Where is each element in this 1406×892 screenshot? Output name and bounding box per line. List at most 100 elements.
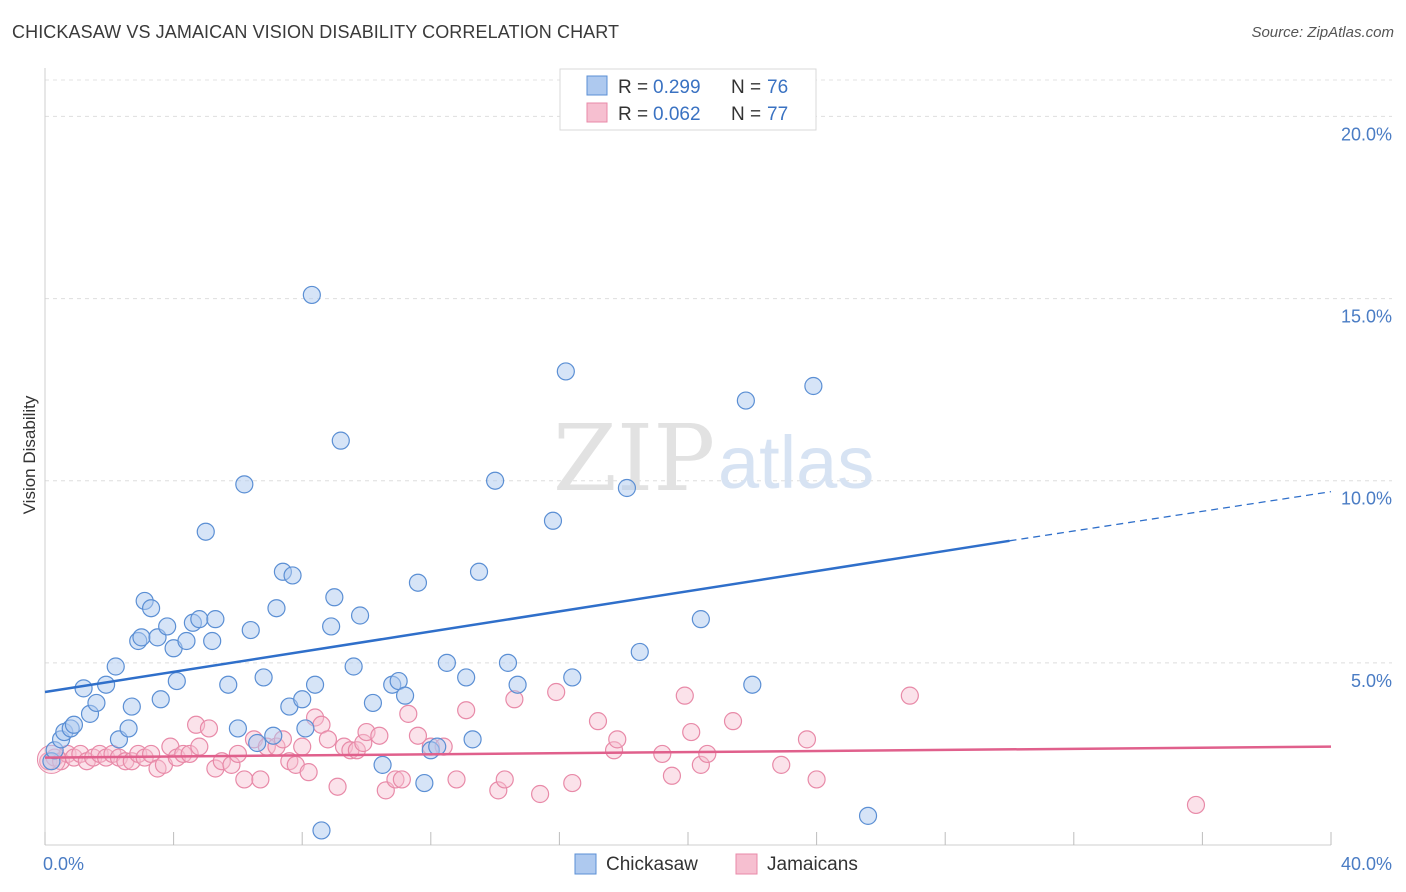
point-chickasaw [235,475,254,494]
trend-line-jamaicans [44,745,1332,759]
point-jamaicans [531,784,550,804]
point-chickasaw [122,697,141,716]
point-jamaicans [399,704,418,723]
point-jamaicans [386,770,405,789]
tick-labels: 5.0% 10.0% 15.0% 20.0% 0.0% 40.0% [43,124,1392,874]
point-chickasaw [457,668,476,687]
point-chickasaw [508,675,527,694]
point-jamaicans [174,744,193,764]
y-tick-label: 5.0% [1351,671,1392,691]
point-chickasaw [141,599,161,618]
point-jamaicans [190,737,209,756]
point-chickasaw [96,675,116,694]
y-tick-label: 15.0% [1341,307,1392,327]
point-chickasaw [158,617,177,636]
point-chickasaw [206,610,225,629]
point-chickasaw [350,606,370,625]
point-chickasaw [241,620,260,640]
point-chickasaw [543,511,563,530]
watermark-zip: ZIP [553,405,715,512]
point-chickasaw [486,471,505,490]
point-chickasaw [167,671,186,691]
point-chickasaw [325,588,344,607]
point-chickasaw [296,719,315,738]
point-chickasaw [302,285,321,305]
grid-lines [45,79,1392,664]
point-chickasaw [254,668,273,687]
point-jamaicans [608,730,627,749]
point-chickasaw [248,733,267,753]
point-jamaicans [547,682,566,702]
point-chickasaw [498,653,518,672]
point-chickasaw [203,631,222,651]
point-chickasaw [264,726,283,745]
y-tick-label: 20.0% [1341,124,1392,144]
point-chickasaw [617,478,637,498]
point-jamaicans [447,770,466,789]
point-chickasaw [630,642,649,662]
point-chickasaw [312,821,331,840]
point-jamaicans [318,730,338,749]
y-tick-label: 10.0% [1341,489,1392,509]
point-jamaicans [797,730,817,749]
point-chickasaw [556,362,575,381]
point-chickasaw [219,675,238,694]
x-tick-label: 0.0% [43,854,84,874]
point-jamaicans [457,701,476,720]
point-jamaicans [1186,795,1206,815]
point-jamaicans [489,781,508,800]
trend-line-chickasaw [44,539,1010,694]
series-chickasaw-points [42,285,878,840]
legend-n-value-2: 77 [767,104,788,125]
trend-lines [44,491,1332,759]
point-chickasaw [691,610,710,629]
legend-r-label-2: R = [618,104,648,125]
legend-n-value-1: 76 [767,77,788,98]
point-jamaicans [408,726,428,745]
legend-r-value-1: 0.299 [653,77,701,98]
point-jamaicans [675,686,694,705]
point-jamaicans [299,763,318,782]
point-chickasaw [305,675,325,694]
legend-box: R = 0.299 N = 76 R = 0.062 N = 77 [559,68,817,131]
point-jamaicans [293,737,312,756]
point-jamaicans [691,755,710,774]
point-chickasaw [415,773,434,793]
point-chickasaw [363,693,383,713]
trend-line-chickasaw-extension [1009,491,1332,542]
point-chickasaw [736,391,755,410]
point-jamaicans [588,712,608,731]
point-jamaicans [900,686,919,705]
point-chickasaw [177,631,196,651]
point-chickasaw [563,668,582,687]
point-chickasaw [267,599,286,618]
point-chickasaw [196,522,215,541]
point-jamaicans [328,777,347,796]
point-jamaicans [370,726,389,745]
point-jamaicans [807,770,826,789]
point-jamaicans [199,719,219,738]
point-jamaicans [235,770,254,789]
point-chickasaw [743,675,762,694]
chart-source: Source: ZipAtlas.com [1251,24,1394,41]
point-chickasaw [151,690,170,709]
x-tick-label: 40.0% [1341,854,1392,874]
point-jamaicans [354,733,373,753]
point-chickasaw [293,690,312,709]
legend-swatch-jamaicans [586,102,608,123]
point-jamaicans [662,766,682,785]
point-chickasaw [74,679,93,698]
point-chickasaw [858,806,878,825]
point-jamaicans [251,770,270,789]
legend-r-value-2: 0.062 [653,104,701,125]
bottom-legend-swatch-jamaicans [735,853,758,875]
point-chickasaw [228,719,247,738]
point-chickasaw [87,693,106,713]
legend-n-label-1: N = [731,77,761,98]
chart-title: CHICKASAW VS JAMAICAN VISION DISABILITY … [12,22,620,42]
point-chickasaw [106,657,125,676]
axes [44,68,1332,846]
bottom-legend-swatch-chickasaw [574,853,597,875]
point-chickasaw [373,755,392,774]
